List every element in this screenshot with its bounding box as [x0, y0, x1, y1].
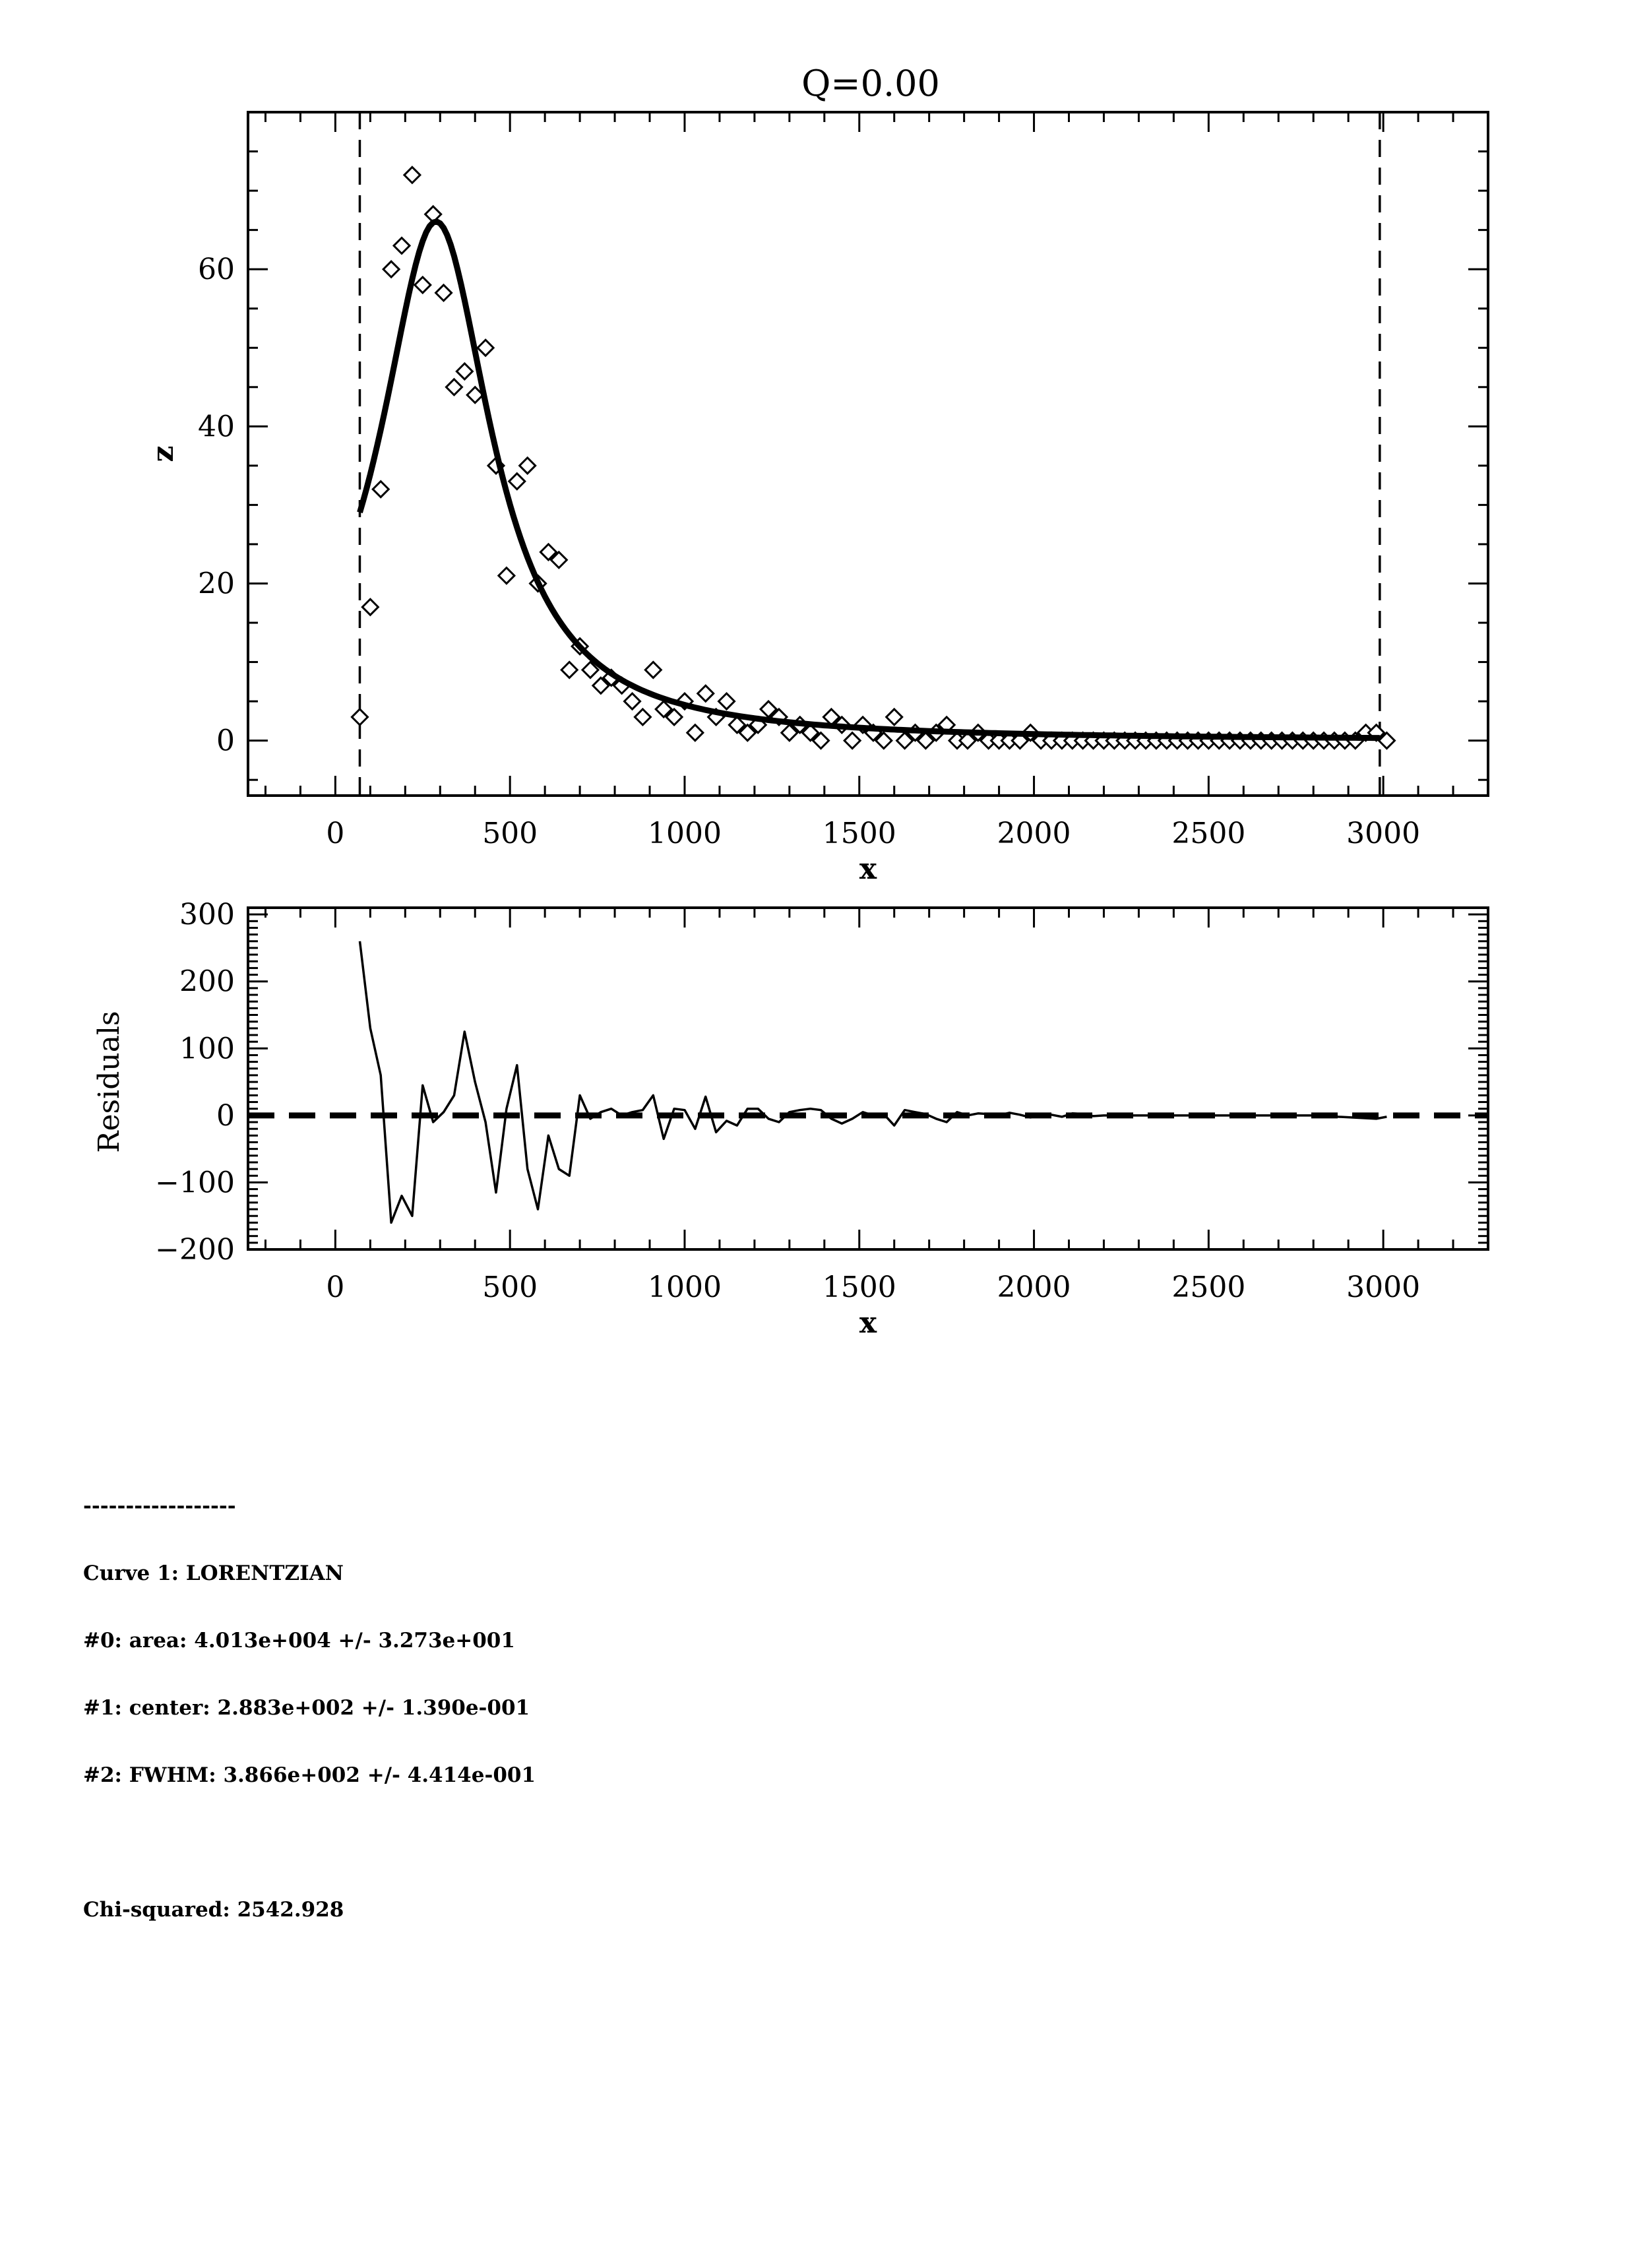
main-plot-y-tick-label: 0: [216, 724, 235, 758]
data-point: [382, 260, 401, 279]
fit-results-param-1: #1: center: 2.883e+002 +/- 1.390e-001: [83, 1696, 530, 1720]
plot-title: Q=0.00: [801, 63, 940, 104]
data-point: [916, 731, 935, 750]
data-point: [591, 676, 610, 695]
data-point: [350, 707, 369, 727]
fit-results: ------------------ Curve 1: LORENTZIAN #…: [83, 1450, 536, 1943]
data-point: [623, 691, 642, 711]
data-point: [413, 275, 432, 295]
residuals-plot-y-tick-label: 100: [179, 1032, 235, 1065]
residuals-plot-x-label: x: [859, 1306, 877, 1340]
residuals-plot-y-label: Residuals: [92, 1011, 126, 1152]
main-plot-y-tick-label: 60: [198, 253, 235, 286]
main-plot-x-tick-label: 1000: [648, 817, 722, 850]
data-point: [885, 707, 904, 727]
residuals-plot-x-tick-label: 2000: [997, 1271, 1071, 1304]
data-point: [361, 598, 380, 617]
fit-results-param-2: #2: FWHM: 3.866e+002 +/- 4.414e-001: [83, 1763, 536, 1787]
main-plot-x-tick-label: 1500: [823, 817, 896, 850]
main-plot-x-label: x: [859, 852, 877, 886]
data-point: [549, 550, 569, 569]
residuals-plot-x-tick-labels: 0 500 1000 1500 2000 2500 3000: [326, 1271, 1420, 1304]
data-point: [633, 707, 652, 727]
main-plot-x-tick-label: 2000: [997, 817, 1071, 850]
main-plot-y-tick-labels: 0 20 40 60: [198, 253, 235, 757]
data-point: [434, 283, 453, 303]
data-point: [874, 731, 893, 750]
data-point: [738, 723, 757, 742]
data-point: [717, 691, 736, 711]
data-point: [843, 731, 862, 750]
fit-range-markers: [358, 112, 1381, 796]
data-point: [780, 723, 799, 742]
data-point: [580, 660, 600, 679]
data-point: [539, 542, 558, 561]
main-plot-frame: [247, 111, 1489, 797]
data-point: [1377, 731, 1396, 750]
fit-results-curve: Curve 1: LORENTZIAN: [83, 1561, 344, 1585]
main-plot-y-tick-label: 20: [198, 567, 235, 600]
data-point: [507, 472, 526, 491]
residuals-plot-panel: 0 500 1000 1500 2000 2500 3000 3002001000−100−…: [92, 898, 1489, 1340]
main-plot-x-tick-label: 2500: [1171, 817, 1245, 850]
main-plot-x-tick-label: 500: [482, 817, 538, 850]
data-point: [811, 731, 830, 750]
data-point: [455, 362, 474, 381]
lorentzian-fit-line: [357, 218, 1380, 741]
residuals-plot-y-tick-label: 200: [179, 965, 235, 999]
main-plot-x-tick-label: 3000: [1346, 817, 1420, 850]
data-point: [654, 699, 673, 719]
data-point: [895, 731, 914, 750]
residuals-line: [358, 941, 1387, 1224]
data-point: [728, 715, 747, 734]
residuals-plot-x-tick-label: 1500: [823, 1271, 896, 1304]
residuals-plot-y-tick-labels: 300 200 100 0 −100 −200: [155, 898, 235, 1267]
data-point: [685, 723, 704, 742]
data-point: [402, 166, 422, 185]
data-point: [445, 377, 464, 396]
data-point: [801, 723, 820, 742]
residuals-plot-frame: [247, 906, 1489, 1251]
fit-results-param-0: #0: area: 4.013e+004 +/- 3.273e+001: [83, 1629, 515, 1653]
data-point: [497, 566, 516, 585]
data-point: [392, 236, 412, 255]
residuals-plot-x-tick-label: 3000: [1346, 1271, 1420, 1304]
data-point: [644, 660, 663, 679]
data-point: [958, 731, 978, 750]
main-plot-y-label: z: [146, 446, 180, 462]
fit-results-chi-squared: Chi-squared: 2542.928: [83, 1898, 344, 1922]
main-plot-ticks: [248, 111, 1489, 796]
data-point: [518, 456, 537, 475]
main-plot-panel: Q=0.00 0 500 1000 1500 2000 2500 3000 0204060 …: [146, 63, 1489, 886]
residuals-plot-y-tick-label: −100: [155, 1166, 235, 1199]
data-point: [696, 684, 715, 703]
residuals-plot-x-tick-label: 2500: [1171, 1271, 1245, 1304]
residuals-plot-x-tick-label: 500: [482, 1271, 538, 1304]
data-point: [371, 480, 390, 499]
fit-results-separator: ------------------: [83, 1494, 236, 1518]
residuals-plot-y-tick-label: 0: [216, 1099, 235, 1133]
main-plot-x-tick-labels: 0 500 1000 1500 2000 2500 3000: [326, 817, 1420, 850]
data-point: [476, 338, 495, 358]
residuals-plot-x-tick-label: 1000: [648, 1271, 722, 1304]
data-point: [1011, 731, 1030, 750]
residuals-plot-x-tick-label: 0: [326, 1271, 344, 1304]
residuals-plot-y-tick-label: −200: [155, 1233, 235, 1267]
main-plot-y-tick-label: 40: [198, 410, 235, 443]
residuals-plot-ticks: [248, 906, 1489, 1251]
data-point: [664, 707, 684, 727]
residuals-plot-y-tick-label: 300: [179, 898, 235, 931]
data-point: [560, 660, 579, 679]
main-plot-x-tick-label: 0: [326, 817, 344, 850]
